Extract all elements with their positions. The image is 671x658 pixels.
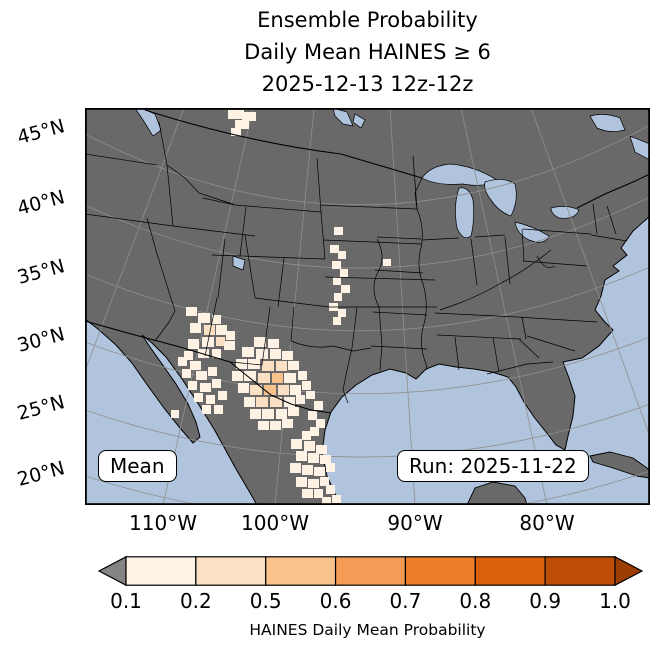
lake-of-the-woods: [352, 113, 366, 129]
title-line-2: Daily Mean HAINES ≥ 6: [244, 40, 491, 64]
colorbar: [97, 555, 644, 587]
colorbar-tick: 0.2: [179, 589, 212, 613]
yucatan: [466, 481, 528, 505]
lake-ontario: [550, 206, 580, 219]
gridline-label-45n: 45°N: [15, 115, 67, 149]
gridline-label-35n: 35°N: [15, 255, 67, 289]
gridline-label-90w: 90°W: [387, 511, 443, 535]
colorbar-ticks: 0.1 0.2 0.5 0.6 0.7 0.8 0.9 1.0: [98, 589, 643, 613]
colorbar-tick: 0.9: [529, 589, 562, 613]
colorbar-tick: 0.7: [389, 589, 422, 613]
lake-erie: [514, 221, 550, 243]
st-lawrence-gulf: [629, 135, 650, 161]
colorbar-tick: 0.6: [319, 589, 352, 613]
colorbar-svg: [97, 555, 644, 587]
gridline-label-20n: 20°N: [15, 457, 67, 491]
title-line-1: Ensemble Probability: [257, 8, 478, 32]
gridline-label-100w: 100°W: [241, 511, 309, 535]
mean-badge: Mean: [98, 450, 177, 482]
graticule: [85, 108, 650, 505]
map-frame: [85, 108, 650, 505]
gridline-label-40n: 40°N: [15, 186, 67, 220]
state-borders: [85, 121, 628, 404]
puget-sound: [134, 108, 162, 137]
canadian-lake: [589, 114, 626, 132]
run-badge: Run: 2025-11-22: [397, 450, 589, 482]
mexico-border: [85, 320, 332, 414]
st-lawrence-border: [576, 173, 650, 209]
great-lakes: [134, 108, 650, 271]
map-axes: Mean Run: 2025-11-22: [85, 108, 650, 505]
canada-border: [144, 109, 423, 179]
national-borders: [85, 109, 650, 414]
gridline-label-110w: 110°W: [129, 511, 197, 535]
lake-huron: [484, 179, 517, 217]
map-svg: [85, 108, 650, 505]
gridline-label-25n: 25°N: [15, 391, 67, 425]
colorbar-tick: 0.1: [110, 589, 142, 613]
colorbar-label: HAINES Daily Mean Probability: [249, 621, 486, 639]
lake-winnipeg: [332, 108, 354, 127]
title-line-3: 2025-12-13 12z-12z: [261, 72, 474, 96]
gridline-label-80w: 80°W: [519, 511, 575, 535]
chart-title: Ensemble Probability Daily Mean HAINES ≥…: [85, 4, 650, 100]
colorbar-tick: 1.0: [599, 589, 631, 613]
cuba: [589, 451, 650, 479]
colorbar-tick: 0.5: [249, 589, 282, 613]
great-salt-lake: [232, 255, 246, 271]
gridline-label-30n: 30°N: [15, 323, 67, 357]
colorbar-tick: 0.8: [459, 589, 492, 613]
